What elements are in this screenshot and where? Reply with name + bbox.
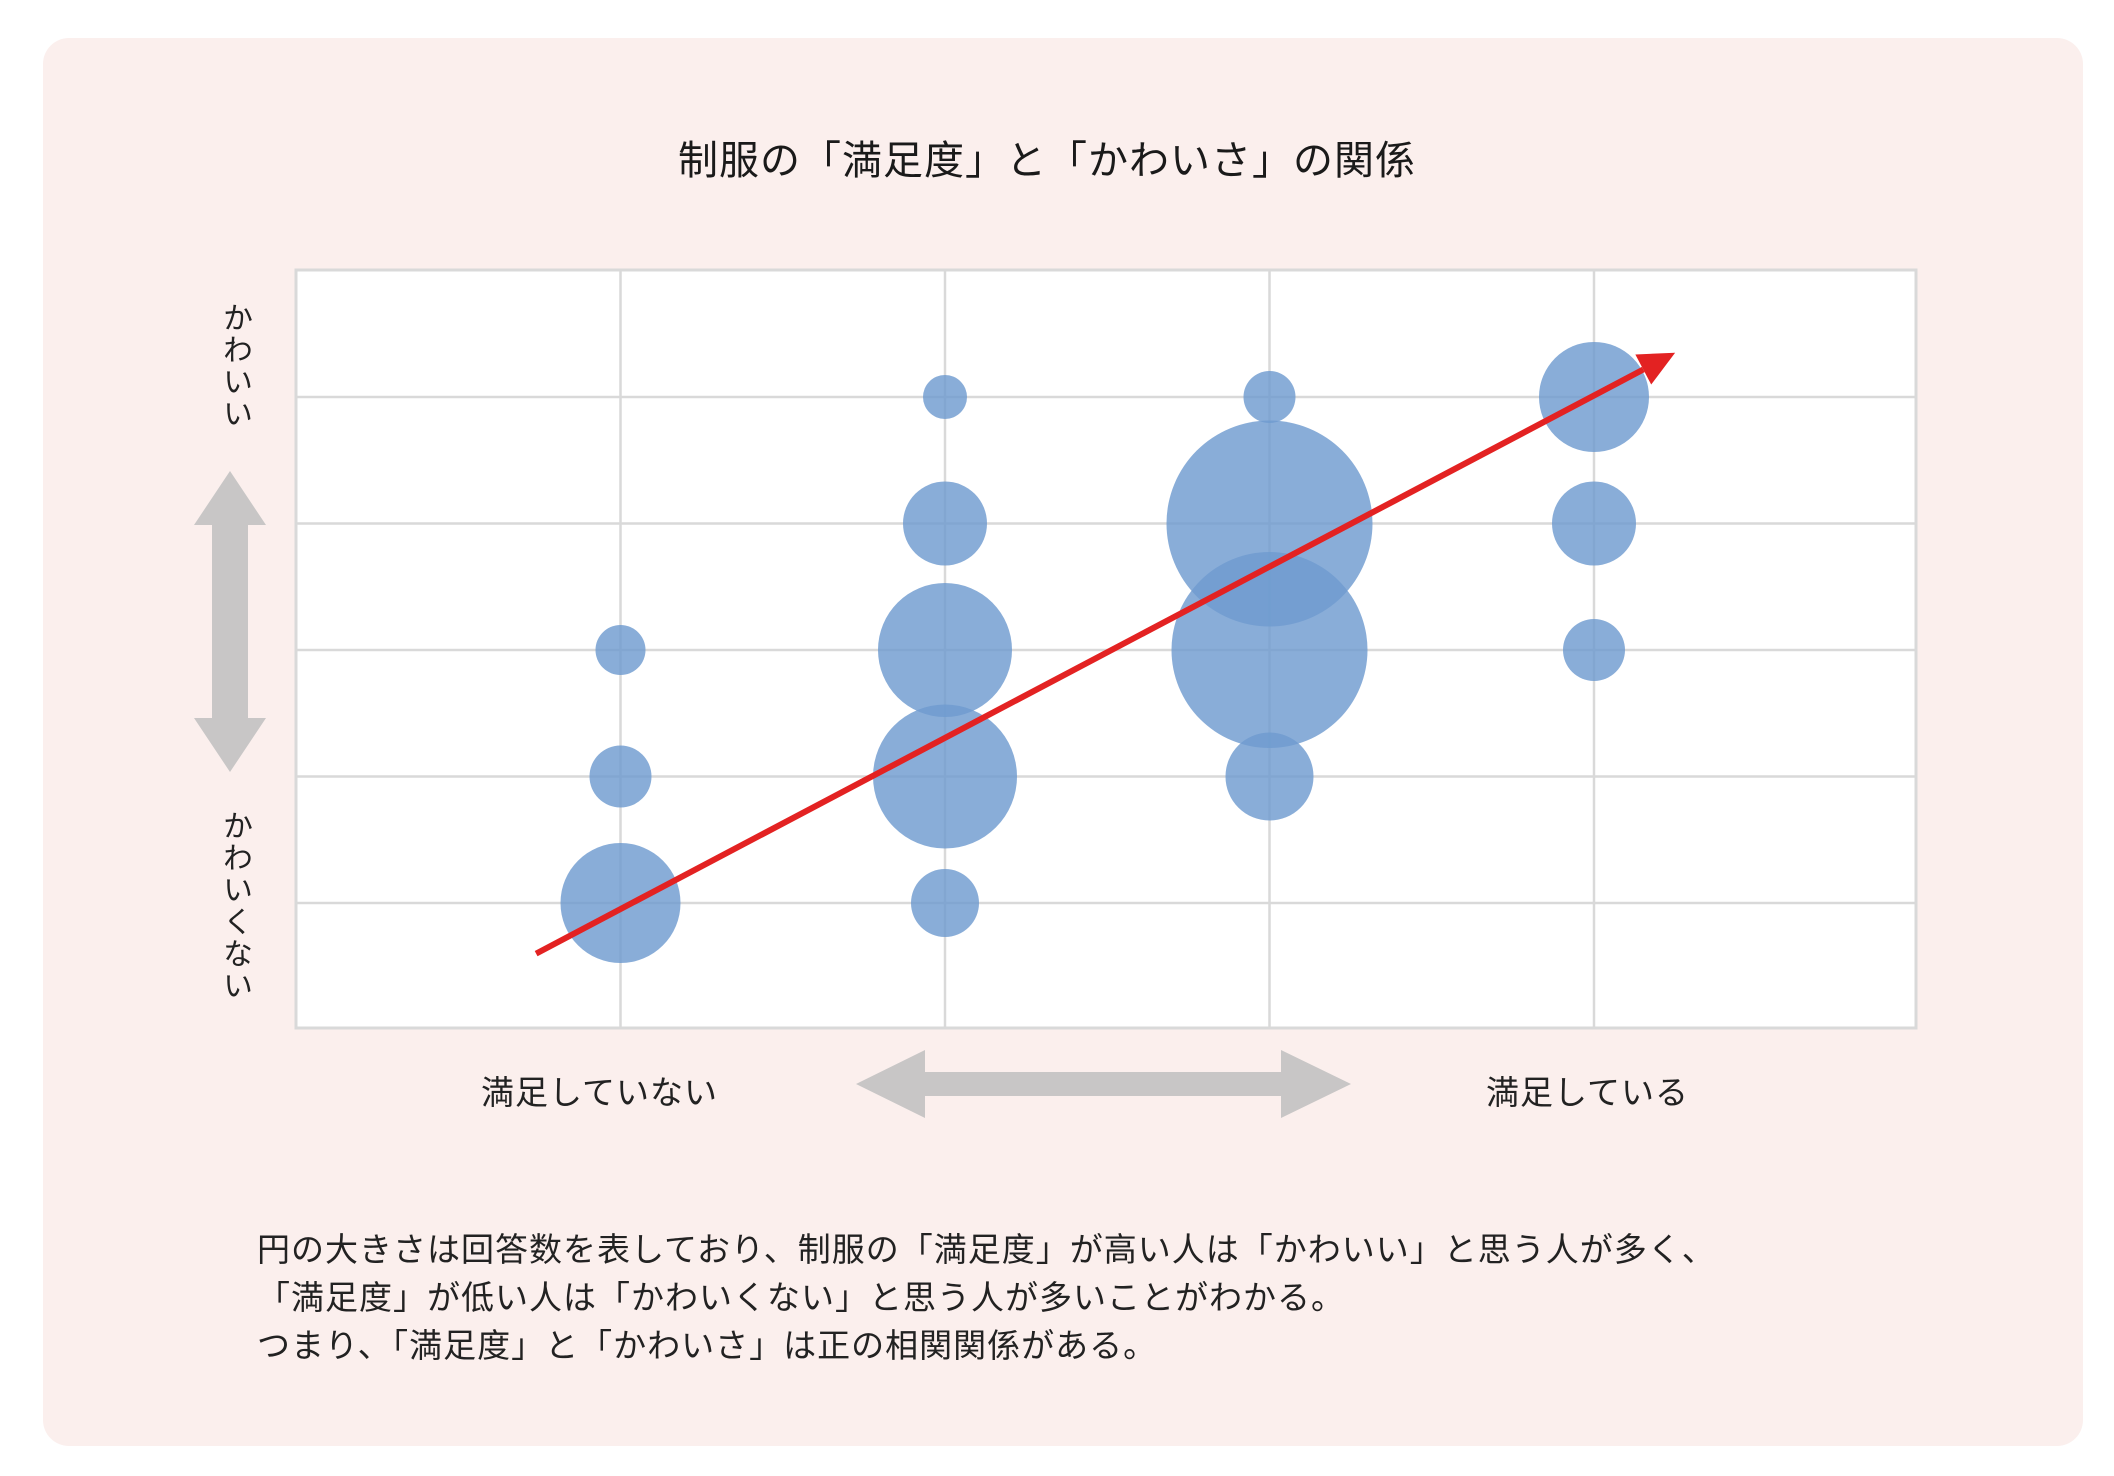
bubble	[873, 704, 1017, 849]
bubble	[1166, 420, 1373, 627]
bubble	[1243, 371, 1296, 423]
x-label-left: 満足していない	[481, 1073, 719, 1112]
chart-caption: 円の大きさは回答数を表しており、制服の「満足度」が高い人は「かわいい」と思う人が…	[257, 1226, 1716, 1370]
y-label-bottom: かわいくない	[217, 810, 252, 1002]
bubble	[560, 843, 681, 963]
x-label-right: 満足している	[1486, 1073, 1690, 1112]
bubble	[903, 481, 987, 566]
trend-arrow-head	[1635, 352, 1676, 385]
horizontal-double-arrow	[856, 1050, 1351, 1118]
y-label-top: かわいい	[217, 302, 252, 430]
caption-line: 「満足度」が低い人は「かわいくない」と思う人が多いことがわかる。	[257, 1278, 1345, 1317]
vertical-double-arrow	[194, 471, 266, 772]
bubble	[1563, 619, 1625, 681]
bubble	[911, 869, 979, 937]
bubble	[923, 375, 967, 419]
bubble	[595, 625, 646, 675]
caption-line: つまり、「満足度」と「かわいさ」は正の相関関係がある。	[257, 1326, 1158, 1365]
bubble	[878, 583, 1012, 717]
bubble	[589, 745, 652, 808]
caption-line: 円の大きさは回答数を表しており、制服の「満足度」が高い人は「かわいい」と思う人が…	[257, 1230, 1716, 1269]
bubble	[1552, 481, 1636, 566]
bubble	[1225, 732, 1314, 821]
trend-arrow-line	[534, 366, 1645, 957]
chart-title: 制服の「満足度」と「かわいさ」の関係	[678, 138, 1416, 184]
